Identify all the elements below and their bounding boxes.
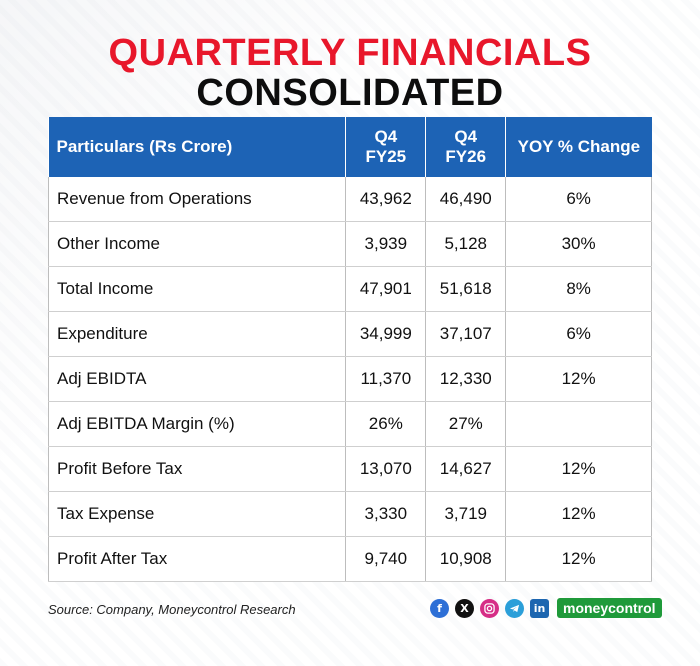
yoy-change-value: 8%: [505, 266, 652, 312]
source-note: Source: Company, Moneycontrol Research: [48, 602, 296, 617]
row-label: Revenue from Operations: [47, 177, 346, 222]
q4-fy26-value: 37,107: [425, 311, 506, 357]
instagram-icon[interactable]: [480, 598, 499, 618]
q4-fy25-value: 43,962: [345, 177, 426, 222]
telegram-icon[interactable]: [505, 598, 524, 618]
q4-fy25-value: 26%: [345, 401, 426, 447]
q4-fy26-value: 12,330: [425, 356, 506, 402]
row-label: Adj EBIDTA: [47, 356, 346, 402]
facebook-icon[interactable]: f: [430, 598, 449, 618]
table-row: Total Income 47,901 51,618 8%: [47, 266, 652, 312]
moneycontrol-logo: moneycontrol: [557, 598, 662, 618]
table-row: Adj EBIDTA 11,370 12,330 12%: [47, 356, 652, 402]
q4-fy26-value: 10,908: [425, 536, 506, 582]
q4-fy26-value: 5,128: [425, 221, 506, 267]
yoy-change-value: 12%: [505, 446, 652, 492]
row-label: Expenditure: [47, 311, 346, 357]
row-label: Profit After Tax: [47, 536, 346, 582]
table-row: Expenditure 34,999 37,107 6%: [47, 311, 652, 357]
table-row: Profit After Tax 9,740 10,908 12%: [47, 536, 652, 582]
row-label: Tax Expense: [47, 491, 346, 537]
q4-fy25-value: 3,330: [345, 491, 426, 537]
q4-fy26-value: 46,490: [425, 177, 506, 222]
q4-fy25-value: 13,070: [345, 446, 426, 492]
q4-fy25-value: 11,370: [345, 356, 426, 402]
social-bar: f X in moneycontrol: [430, 598, 662, 618]
row-label: Adj EBITDA Margin (%): [47, 401, 346, 447]
row-label: Other Income: [47, 221, 346, 267]
yoy-change-value: 12%: [505, 536, 652, 582]
table-row: Profit Before Tax 13,070 14,627 12%: [47, 446, 652, 492]
yoy-change-value: 6%: [505, 177, 652, 222]
table-row: Revenue from Operations 43,962 46,490 6%: [47, 177, 652, 222]
title-line-1: QUARTERLY FINANCIALS: [108, 32, 592, 74]
row-label: Profit Before Tax: [47, 446, 346, 492]
q4-fy25-value: 3,939: [345, 221, 426, 267]
yoy-change-value: 30%: [505, 221, 652, 267]
column-header-q4-fy26: Q4 FY26: [425, 117, 506, 177]
q4-fy25-value: 9,740: [345, 536, 426, 582]
q4-fy26-value: 27%: [425, 401, 506, 447]
linkedin-icon[interactable]: in: [530, 598, 549, 618]
table-row: Tax Expense 3,330 3,719 12%: [47, 491, 652, 537]
title-line-2: CONSOLIDATED: [196, 72, 504, 114]
q4-fy26-value: 3,719: [425, 491, 506, 537]
yoy-change-value: [505, 401, 652, 447]
q4-fy25-value: 47,901: [345, 266, 426, 312]
financials-table: Particulars (Rs Crore) Q4 FY25 Q4 FY26 Y…: [47, 117, 652, 582]
q4-fy26-value: 51,618: [425, 266, 506, 312]
yoy-change-value: 12%: [505, 356, 652, 402]
q4-fy25-value: 34,999: [345, 311, 426, 357]
column-header-particulars: Particulars (Rs Crore): [48, 117, 346, 177]
row-label: Total Income: [47, 266, 346, 312]
column-header-q4-fy25: Q4 FY25: [345, 117, 426, 177]
table-row: Adj EBITDA Margin (%) 26% 27%: [47, 401, 652, 447]
yoy-change-value: 12%: [505, 491, 652, 537]
q4-fy26-value: 14,627: [425, 446, 506, 492]
table-row: Other Income 3,939 5,128 30%: [47, 221, 652, 267]
column-header-yoy-change: YOY % Change: [505, 117, 652, 177]
yoy-change-value: 6%: [505, 311, 652, 357]
table-header-row: Particulars (Rs Crore) Q4 FY25 Q4 FY26 Y…: [48, 117, 652, 177]
x-icon[interactable]: X: [455, 598, 474, 618]
